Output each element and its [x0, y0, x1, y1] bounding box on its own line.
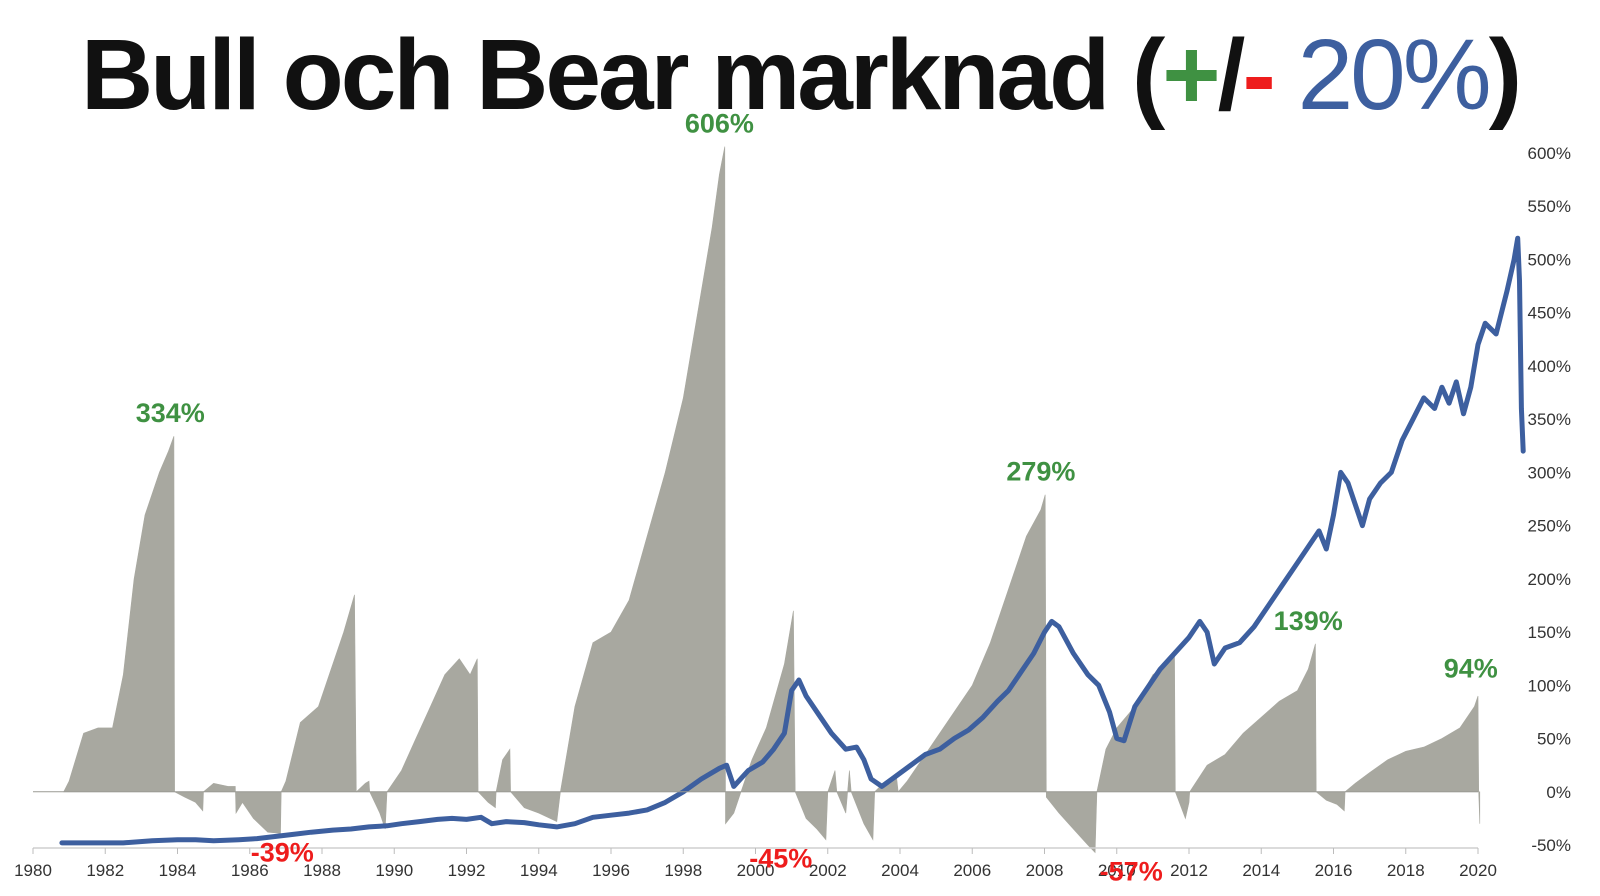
- x-tick-label: 1982: [86, 861, 124, 880]
- annotation-label: 334%: [136, 398, 205, 428]
- y-tick-label: 550%: [1528, 197, 1571, 216]
- title-percent: 20%: [1272, 19, 1492, 131]
- x-tick-label: 2020: [1459, 861, 1497, 880]
- x-tick-label: 2018: [1387, 861, 1425, 880]
- x-tick-label: 2014: [1242, 861, 1280, 880]
- x-tick-label: 1992: [448, 861, 486, 880]
- y-tick-label: 500%: [1528, 250, 1571, 269]
- area-series-0: [63, 146, 1481, 854]
- area-layer: [63, 146, 1481, 854]
- annotation-label: -57%: [1100, 856, 1163, 886]
- annotation-label: -45%: [749, 844, 812, 874]
- annotation-label: 139%: [1274, 606, 1343, 636]
- y-tick-label: 0%: [1546, 783, 1571, 802]
- line-series-1: [59, 235, 1526, 846]
- annotation-layer: 334% 606% 279% 139% 94% -39% -45% -57%: [136, 109, 1498, 887]
- x-tick-label: 1988: [303, 861, 341, 880]
- axis-layer: 1980 1982 1984 1986 1988 1990 1992 1994 1996 1998…: [14, 144, 1571, 880]
- y-tick-label: 600%: [1528, 144, 1571, 163]
- y-tick-label: 350%: [1528, 410, 1571, 429]
- x-tick-label: 1980: [14, 861, 52, 880]
- x-tick-label: 2016: [1315, 861, 1353, 880]
- title-close: ): [1488, 19, 1522, 131]
- x-tick-label: 2002: [809, 861, 847, 880]
- x-tick-label: 2004: [881, 861, 919, 880]
- annotation-label: 279%: [1006, 457, 1075, 487]
- title-slash: /: [1217, 19, 1246, 131]
- y-tick-label: 250%: [1528, 517, 1571, 536]
- x-tick-label: 1998: [664, 861, 702, 880]
- line-layer: [59, 235, 1526, 846]
- x-tick-label: 2012: [1170, 861, 1208, 880]
- annotation-label: 606%: [685, 109, 754, 139]
- y-tick-label: 450%: [1528, 304, 1571, 323]
- x-tick-label: 2008: [1026, 861, 1064, 880]
- y-tick-label: -50%: [1531, 836, 1571, 855]
- y-tick-label: 400%: [1528, 357, 1571, 376]
- x-tick-label: 2006: [953, 861, 991, 880]
- x-tick-label: 1990: [375, 861, 413, 880]
- x-tick-label: 2000: [737, 861, 775, 880]
- y-tick-label: 100%: [1528, 676, 1571, 695]
- title-minus: -: [1242, 19, 1275, 131]
- title-main: Bull och Bear marknad (: [80, 19, 1165, 131]
- title-plus: +: [1162, 19, 1220, 131]
- x-tick-label: 1994: [520, 861, 558, 880]
- x-tick-label: 2010: [1098, 861, 1136, 880]
- y-tick-label: 200%: [1528, 570, 1571, 589]
- chart-title: Bull och Bear marknad (+/- 20%): [0, 20, 1600, 130]
- x-tick-label: 1996: [592, 861, 630, 880]
- annotation-label: 94%: [1444, 654, 1498, 684]
- annotation-label: -39%: [251, 837, 314, 867]
- y-tick-label: 50%: [1537, 730, 1571, 749]
- y-tick-label: 150%: [1528, 623, 1571, 642]
- x-tick-label: 1984: [159, 861, 197, 880]
- y-tick-label: 300%: [1528, 463, 1571, 482]
- x-tick-label: 1986: [231, 861, 269, 880]
